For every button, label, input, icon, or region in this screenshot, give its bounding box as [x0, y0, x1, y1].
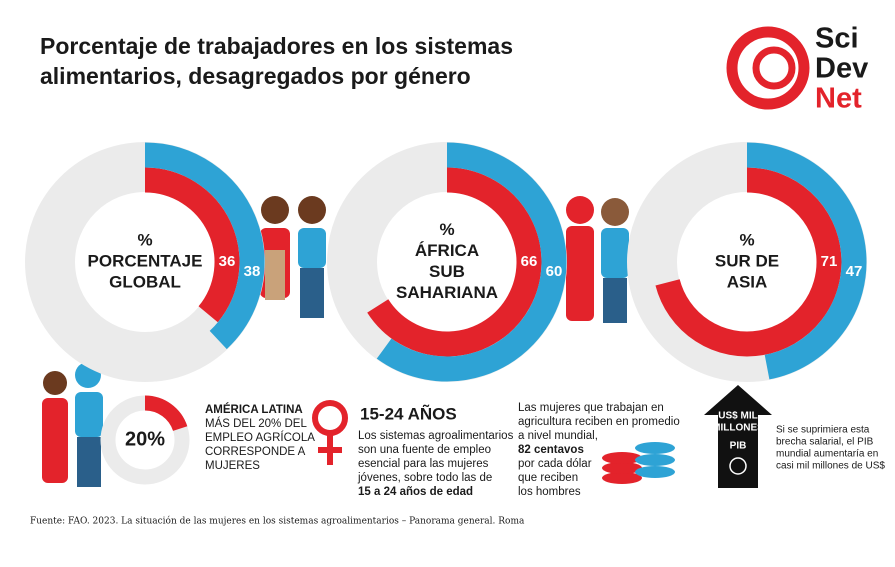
- note: mundial aumentaría en: [776, 449, 878, 460]
- value-label: 20%: [125, 428, 165, 450]
- value-label: 71: [821, 253, 838, 270]
- note: los hombres: [518, 486, 581, 498]
- donut-arc: [144, 142, 265, 350]
- note: esencial para las mujeres: [358, 458, 489, 470]
- coins: [602, 442, 675, 484]
- value-label: 60: [546, 263, 563, 280]
- note: MÁS DEL 20% DEL: [205, 417, 307, 430]
- note: AMÉRICA LATINA: [205, 403, 303, 416]
- donut-arc: [376, 142, 567, 382]
- note: EMPLEO AGRÍCOLA: [205, 431, 315, 444]
- donut-label: SAHARIANA: [396, 283, 498, 302]
- donut-arc: [144, 167, 240, 323]
- note: jóvenes, sobre todo las de: [357, 472, 492, 484]
- donut-label: %: [739, 230, 754, 249]
- title: Porcentaje de trabajadores en los sistem…: [40, 33, 513, 59]
- donut-label: %: [137, 230, 152, 249]
- pib: US$ MIL MILLONES PIB Si se suprimiera es…: [704, 385, 885, 488]
- donut-label: SUR DE: [715, 251, 779, 270]
- donut-arc: [655, 167, 842, 357]
- donut-arc: [746, 142, 867, 380]
- logo-ring: [752, 46, 796, 90]
- source: Fuente: FAO. 2023. La situación de las m…: [30, 516, 525, 527]
- note: 82 centavos: [518, 444, 584, 456]
- latam-text: AMÉRICA LATINA MÁS DEL 20% DEL EMPLEO AG…: [205, 403, 315, 472]
- note: Las mujeres que trabajan en: [518, 402, 664, 414]
- note: MUJERES: [205, 460, 260, 472]
- arrow-text: US$ MIL: [718, 411, 757, 422]
- logo-text: Net: [815, 83, 862, 115]
- youth-title: 15-24 AÑOS: [360, 403, 457, 423]
- donut-label: PORCENTAJE: [88, 251, 203, 270]
- donut-label: %: [439, 220, 454, 239]
- note: casi mil millones de US$: [776, 461, 885, 472]
- donut-arc: [367, 167, 542, 357]
- note: CORRESPONDE A: [205, 446, 306, 458]
- donut-label: GLOBAL: [109, 272, 181, 291]
- note: a nivel mundial,: [518, 430, 598, 442]
- note: Si se suprimiera esta: [776, 425, 870, 436]
- arrow-text: MILLONES: [712, 423, 764, 434]
- value-label: 38: [244, 263, 261, 280]
- logo-ring: [726, 26, 810, 110]
- note: Los sistemas agroalimentarios: [358, 430, 514, 442]
- logo: Sci Dev Net: [726, 23, 868, 115]
- title: alimentarios, desagregados por género: [40, 63, 471, 89]
- donut-label: ASIA: [727, 272, 768, 291]
- note: que reciben: [518, 472, 578, 484]
- wage: Las mujeres que trabajan en agricultura …: [518, 402, 680, 498]
- logo-text: Sci: [815, 23, 859, 55]
- youth: 15-24 AÑOS Los sistemas agroalimentarios…: [312, 400, 514, 498]
- note: agricultura reciben en promedio: [518, 416, 680, 428]
- value-label: 36: [219, 253, 236, 270]
- logo-text: Dev: [815, 53, 868, 85]
- arrow-text: PIB: [730, 441, 747, 452]
- donut-arc: [144, 395, 188, 432]
- people: [42, 196, 629, 487]
- note: 15 a 24 años de edad: [358, 486, 473, 498]
- note: por cada dólar: [518, 458, 592, 470]
- value-label: 66: [521, 253, 538, 270]
- note: son una fuente de empleo: [358, 444, 491, 456]
- donut-label: ÁFRICA: [415, 241, 479, 260]
- note: brecha salarial, el PIB: [776, 437, 874, 448]
- donut-label: SUB: [429, 262, 465, 281]
- value-label: 47: [846, 263, 863, 280]
